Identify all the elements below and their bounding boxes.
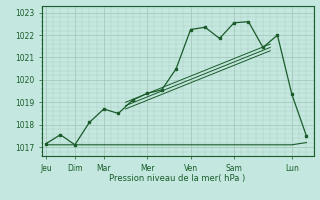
X-axis label: Pression niveau de la mer( hPa ): Pression niveau de la mer( hPa ) <box>109 174 246 183</box>
